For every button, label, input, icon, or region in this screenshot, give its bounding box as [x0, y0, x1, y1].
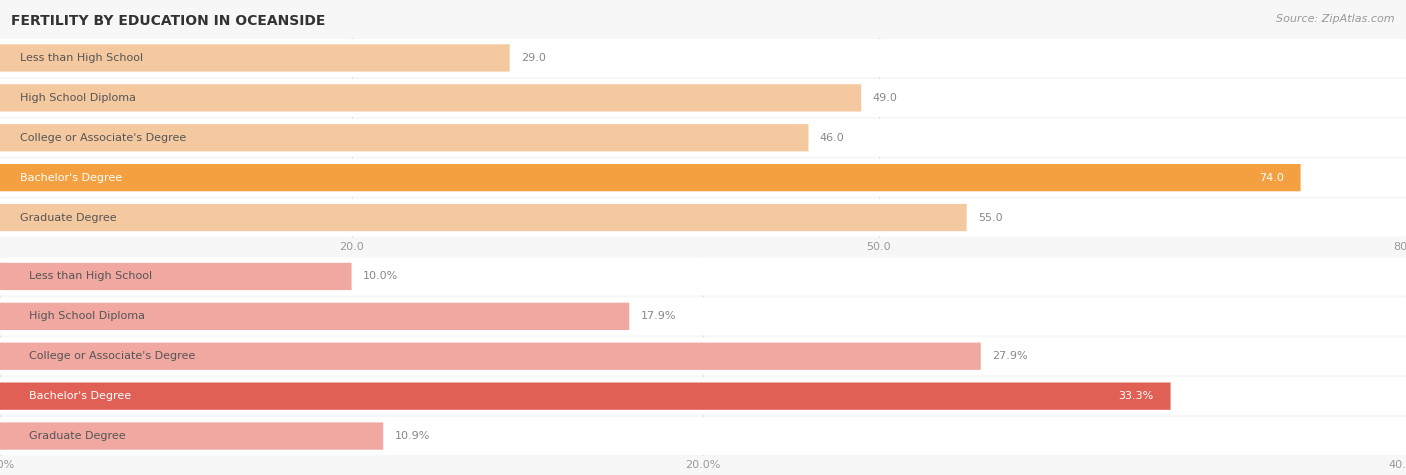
FancyBboxPatch shape [0, 84, 862, 112]
Text: Less than High School: Less than High School [28, 271, 152, 282]
FancyBboxPatch shape [0, 159, 1406, 197]
FancyBboxPatch shape [0, 79, 1406, 117]
Text: 49.0: 49.0 [872, 93, 897, 103]
FancyBboxPatch shape [0, 204, 967, 231]
Text: 46.0: 46.0 [820, 133, 845, 143]
Text: Graduate Degree: Graduate Degree [20, 212, 117, 223]
Text: High School Diploma: High School Diploma [28, 311, 145, 322]
Text: High School Diploma: High School Diploma [20, 93, 136, 103]
Text: Less than High School: Less than High School [20, 53, 143, 63]
Text: 29.0: 29.0 [520, 53, 546, 63]
FancyBboxPatch shape [0, 39, 1406, 77]
Text: 10.9%: 10.9% [394, 431, 430, 441]
Text: Bachelor's Degree: Bachelor's Degree [20, 172, 122, 183]
Text: 33.3%: 33.3% [1118, 391, 1154, 401]
FancyBboxPatch shape [0, 124, 808, 152]
FancyBboxPatch shape [0, 337, 1406, 375]
FancyBboxPatch shape [0, 303, 630, 330]
FancyBboxPatch shape [0, 422, 384, 450]
FancyBboxPatch shape [0, 257, 1406, 295]
FancyBboxPatch shape [0, 297, 1406, 335]
Text: College or Associate's Degree: College or Associate's Degree [20, 133, 186, 143]
FancyBboxPatch shape [0, 199, 1406, 237]
FancyBboxPatch shape [0, 342, 981, 370]
Text: 74.0: 74.0 [1258, 172, 1284, 183]
FancyBboxPatch shape [0, 382, 1171, 410]
Text: 17.9%: 17.9% [640, 311, 676, 322]
Text: FERTILITY BY EDUCATION IN OCEANSIDE: FERTILITY BY EDUCATION IN OCEANSIDE [11, 14, 326, 28]
FancyBboxPatch shape [0, 377, 1406, 415]
Text: 55.0: 55.0 [979, 212, 1002, 223]
Text: College or Associate's Degree: College or Associate's Degree [28, 351, 195, 361]
FancyBboxPatch shape [0, 119, 1406, 157]
Text: 27.9%: 27.9% [991, 351, 1028, 361]
Text: Source: ZipAtlas.com: Source: ZipAtlas.com [1277, 14, 1395, 24]
Text: 10.0%: 10.0% [363, 271, 398, 282]
Text: Bachelor's Degree: Bachelor's Degree [28, 391, 131, 401]
FancyBboxPatch shape [0, 44, 510, 72]
Text: Graduate Degree: Graduate Degree [28, 431, 125, 441]
FancyBboxPatch shape [0, 164, 1301, 191]
FancyBboxPatch shape [0, 263, 352, 290]
FancyBboxPatch shape [0, 417, 1406, 455]
